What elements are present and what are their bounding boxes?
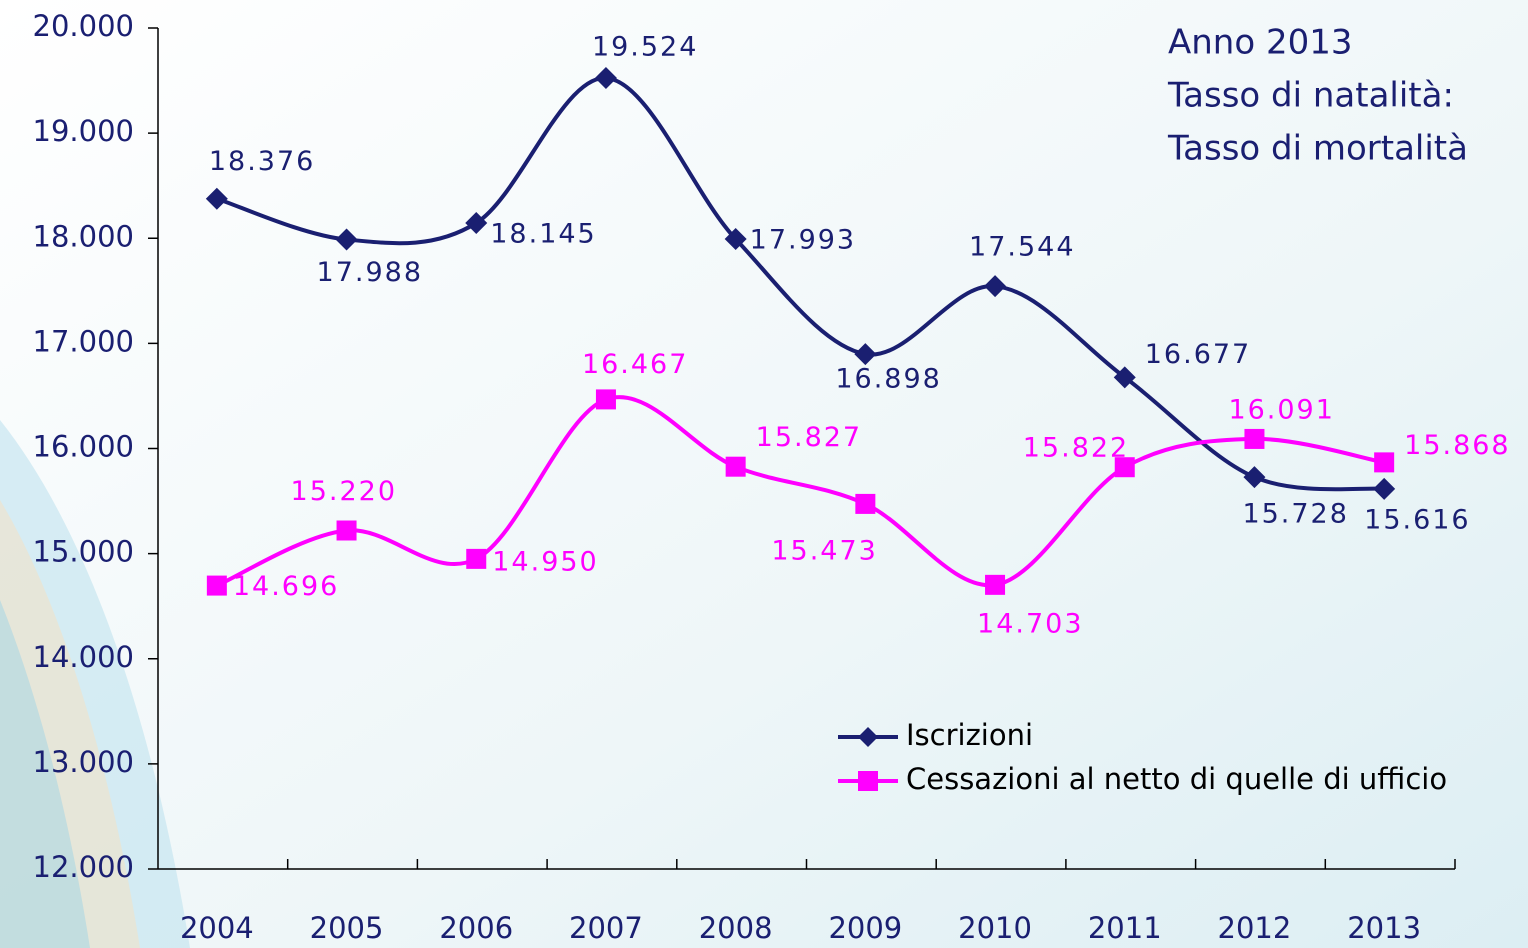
data-label: 18.145 [490, 219, 596, 250]
x-tick-label: 2006 [439, 911, 513, 945]
y-tick-label: 16.000 [33, 430, 134, 464]
x-tick-label: 2013 [1347, 911, 1421, 945]
data-label: 14.950 [492, 546, 598, 577]
marker [594, 67, 617, 90]
marker [855, 493, 876, 514]
series-line [216, 395, 1385, 588]
annotation: Tasso di mortalità [1167, 129, 1468, 169]
data-label: 16.677 [1145, 339, 1251, 370]
x-tick-label: 2007 [569, 911, 643, 945]
y-tick-label: 19.000 [33, 114, 134, 148]
x-tick-label: 2010 [958, 911, 1032, 945]
data-label: 17.993 [750, 224, 856, 255]
y-tick-label: 13.000 [33, 745, 134, 779]
x-tick-label: 2008 [699, 911, 773, 945]
data-label: 18.376 [209, 146, 315, 177]
data-label: 15.728 [1242, 499, 1348, 530]
x-tick-label: 2012 [1218, 911, 1292, 945]
y-tick-label: 14.000 [33, 640, 134, 674]
data-label: 14.696 [233, 571, 339, 602]
legend-label: Iscrizioni [906, 718, 1033, 752]
marker [724, 227, 747, 250]
data-label: 15.822 [1023, 433, 1129, 464]
marker [1113, 366, 1136, 389]
x-tick-label: 2009 [828, 911, 902, 945]
marker [1373, 477, 1396, 500]
marker [984, 275, 1007, 298]
data-label: 17.988 [317, 257, 423, 288]
marker [1244, 428, 1265, 449]
series-line [216, 76, 1385, 492]
marker [985, 574, 1006, 595]
data-label: 15.220 [291, 476, 397, 507]
marker [595, 389, 616, 410]
y-tick-label: 18.000 [33, 219, 134, 253]
data-label: 19.524 [592, 32, 698, 63]
legend-marker [858, 727, 878, 747]
data-label: 16.898 [835, 364, 941, 395]
marker [1374, 452, 1395, 473]
data-label: 16.467 [582, 349, 688, 380]
x-tick-label: 2005 [310, 911, 384, 945]
marker [466, 548, 487, 569]
data-label: 15.473 [771, 535, 877, 566]
legend-marker [858, 771, 878, 791]
data-label: 15.868 [1404, 430, 1510, 461]
marker [465, 212, 488, 235]
x-tick-label: 2004 [180, 911, 254, 945]
marker [335, 228, 358, 251]
marker [336, 520, 357, 541]
annotation: Anno 2013 [1168, 23, 1353, 63]
data-label: 15.827 [756, 422, 862, 453]
marker [1114, 457, 1135, 478]
marker [725, 456, 746, 477]
marker [854, 343, 877, 366]
data-label: 16.091 [1228, 394, 1334, 425]
marker [1243, 466, 1266, 489]
decoration [0, 600, 90, 948]
y-tick-label: 12.000 [33, 850, 134, 884]
y-tick-label: 20.000 [33, 9, 134, 43]
data-label: 15.616 [1364, 504, 1470, 535]
marker [205, 187, 228, 210]
data-label: 14.703 [977, 608, 1083, 639]
data-label: 17.544 [969, 232, 1075, 263]
x-tick-label: 2011 [1088, 911, 1162, 945]
legend-label: Cessazioni al netto di quelle di ufficio [906, 762, 1447, 796]
marker [206, 575, 227, 596]
y-tick-label: 17.000 [33, 324, 134, 358]
annotation: Tasso di natalità: [1167, 76, 1454, 116]
y-tick-label: 15.000 [33, 535, 134, 569]
